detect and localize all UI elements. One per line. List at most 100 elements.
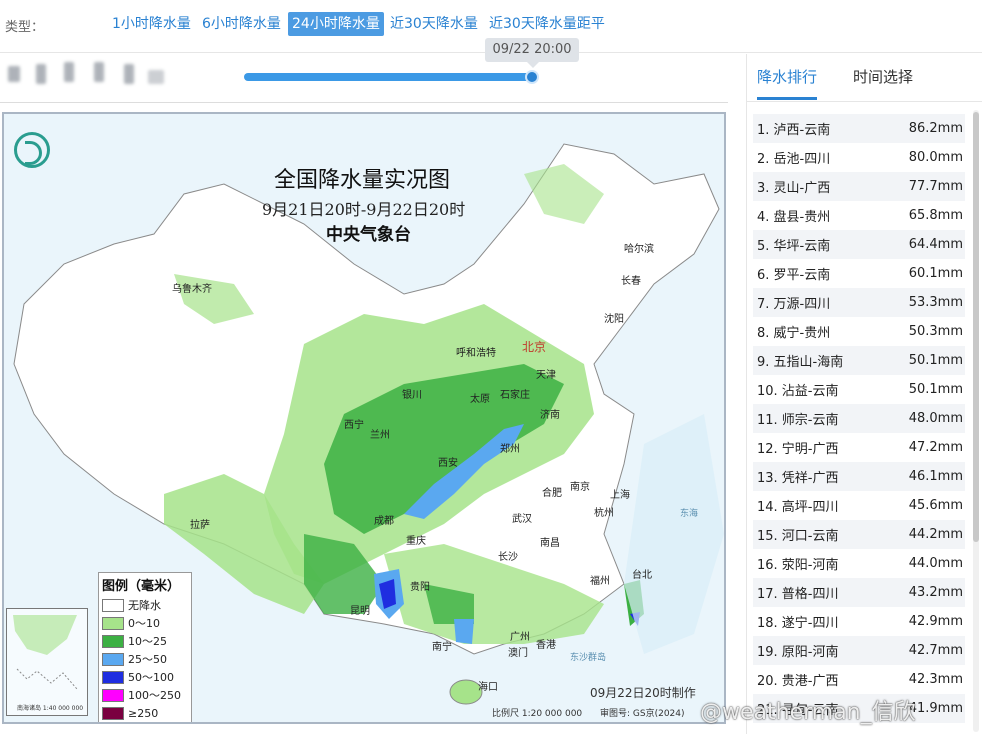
precip-value: 45.6mm [908, 498, 963, 513]
ranking-row[interactable]: 6. 罗平-云南 60.1mm [753, 259, 965, 288]
tab-precip-ranking[interactable]: 降水排行 [757, 66, 818, 100]
tab-30d-precip[interactable]: 近30天降水量 [390, 16, 478, 32]
station-name: 16. 荥阳-河南 [757, 558, 839, 573]
time-tooltip: 09/22 20:00 [485, 38, 579, 68]
legend-label: ≥250 [128, 706, 159, 720]
capital-label: 北京 [522, 340, 547, 354]
map-org: 中央气象台 [326, 225, 411, 245]
station-name: 17. 普格-四川 [757, 587, 839, 602]
city-label: 南昌 [540, 538, 560, 549]
legend-title: 图例（毫米） [102, 579, 181, 594]
precip-value: 47.2mm [908, 440, 963, 455]
ranking-row[interactable]: 5. 华坪-云南 64.4mm [753, 230, 965, 259]
ranking-row[interactable]: 4. 盘县-贵州 65.8mm [753, 201, 965, 230]
ranking-row[interactable]: 13. 凭祥-广西 46.1mm [753, 462, 965, 491]
city-label: 贵阳 [410, 582, 430, 593]
precip-value: 44.2mm [908, 527, 963, 542]
legend-item: 10～25 [102, 632, 188, 650]
city-label: 兰州 [370, 430, 390, 441]
sea-label: 东沙群岛 [570, 653, 607, 663]
city-label: 西安 [438, 458, 458, 469]
precip-value: 48.0mm [908, 411, 963, 426]
ranking-panel: 降水排行 时间选择 1. 泸西-云南 86.2mm 2. 岳池-四川 80.0mm … [746, 54, 982, 734]
tab-30d-anomaly[interactable]: 近30天降水量距平 [489, 16, 605, 32]
station-name: 11. 师宗-云南 [757, 413, 839, 428]
precip-value: 50.1mm [908, 353, 963, 368]
ranking-scroll-thumb[interactable] [973, 112, 979, 542]
station-name: 21. 寻甸-云南 [757, 703, 839, 718]
ranking-row[interactable]: 11. 师宗-云南 48.0mm [753, 404, 965, 433]
city-label: 澳门 [508, 648, 528, 659]
tab-1h-precip[interactable]: 1小时降水量 [112, 16, 191, 32]
precip-value: 53.3mm [908, 295, 963, 310]
ranking-row[interactable]: 10. 沾益-云南 50.1mm [753, 375, 965, 404]
legend-label: 10～25 [128, 635, 167, 648]
precip-value: 50.3mm [908, 324, 963, 339]
china-map-graphic [13, 143, 724, 705]
legend-label: 50～100 [128, 671, 174, 684]
ranking-row[interactable]: 15. 河口-云南 44.2mm [753, 520, 965, 549]
city-label: 长沙 [498, 552, 518, 563]
city-label: 福州 [590, 576, 610, 587]
ranking-tabs: 降水排行 时间选择 [747, 54, 982, 102]
station-name: 18. 遂宁-四川 [757, 616, 839, 631]
ranking-row[interactable]: 2. 岳池-四川 80.0mm [753, 143, 965, 172]
station-name: 5. 华坪-云南 [757, 239, 831, 254]
precip-type-bar: 类型： 1小时降水量 6小时降水量 24小时降水量 近30天降水量 近30天降水… [0, 0, 982, 48]
map-approval: 审图号: GS京(2024) [600, 709, 685, 719]
sea-label: 东海 [680, 509, 699, 519]
city-label: 成都 [374, 516, 394, 527]
ranking-row[interactable]: 12. 宁明-广西 47.2mm [753, 433, 965, 462]
precip-value: 77.7mm [908, 179, 963, 194]
station-name: 2. 岳池-四川 [757, 152, 831, 167]
city-label: 乌鲁木齐 [172, 284, 212, 295]
precip-value: 86.2mm [908, 121, 963, 136]
city-label: 呼和浩特 [456, 348, 496, 359]
time-slider-track[interactable] [244, 73, 534, 81]
tab-6h-precip[interactable]: 6小时降水量 [202, 16, 281, 32]
tab-24h-precip[interactable]: 24小时降水量 [288, 12, 384, 36]
legend-item: 100～250 [102, 686, 188, 704]
city-label: 广州 [510, 632, 530, 643]
precip-value: 46.1mm [908, 469, 963, 484]
precip-value: 44.0mm [908, 556, 963, 571]
city-label: 天津 [536, 370, 556, 381]
precip-value: 65.8mm [908, 208, 963, 223]
ranking-row[interactable]: 16. 荥阳-河南 44.0mm [753, 549, 965, 578]
inset-caption: 南海诸岛 1:40 000 000 [17, 705, 84, 712]
ranking-row[interactable]: 14. 高坪-四川 45.6mm [753, 491, 965, 520]
city-label: 太原 [470, 394, 490, 405]
time-slider-handle[interactable] [525, 70, 539, 84]
ranking-row[interactable]: 21. 寻甸-云南 41.9mm [753, 694, 965, 723]
legend-swatch [102, 616, 124, 630]
legend-item: 无降水 [102, 596, 188, 614]
tab-time-select[interactable]: 时间选择 [853, 68, 914, 86]
station-name: 1. 泸西-云南 [757, 123, 831, 138]
ranking-row[interactable]: 1. 泸西-云南 86.2mm [753, 114, 965, 143]
legend-label: 25～50 [128, 653, 167, 666]
station-name: 12. 宁明-广西 [757, 442, 839, 457]
legend-swatch [102, 670, 124, 684]
ranking-row[interactable]: 17. 普格-四川 43.2mm [753, 578, 965, 607]
precip-value: 41.9mm [908, 701, 963, 716]
city-label: 南京 [570, 482, 590, 493]
ranking-row[interactable]: 8. 威宁-贵州 50.3mm [753, 317, 965, 346]
station-name: 20. 贵港-广西 [757, 674, 839, 689]
ranking-row[interactable]: 9. 五指山-海南 50.1mm [753, 346, 965, 375]
city-label: 台北 [632, 570, 652, 581]
legend-swatch [102, 598, 124, 612]
station-name: 13. 凭祥-广西 [757, 471, 839, 486]
station-name: 10. 沾益-云南 [757, 384, 839, 399]
ranking-row[interactable]: 19. 原阳-河南 42.7mm [753, 636, 965, 665]
ranking-row[interactable]: 3. 灵山-广西 77.7mm [753, 172, 965, 201]
ranking-row[interactable]: 7. 万源-四川 53.3mm [753, 288, 965, 317]
city-label: 银川 [402, 390, 422, 401]
station-name: 4. 盘县-贵州 [757, 210, 831, 225]
city-label: 杭州 [594, 508, 614, 519]
precip-map: 全国降水量实况图 9月21日20时-9月22日20时 中央气象台 乌鲁木齐 哈尔… [2, 112, 726, 724]
ranking-row[interactable]: 18. 遂宁-四川 42.9mm [753, 607, 965, 636]
city-label: 西宁 [344, 420, 364, 431]
precip-value: 42.9mm [908, 614, 963, 629]
city-label: 沈阳 [604, 314, 624, 325]
ranking-row[interactable]: 20. 贵港-广西 42.3mm [753, 665, 965, 694]
